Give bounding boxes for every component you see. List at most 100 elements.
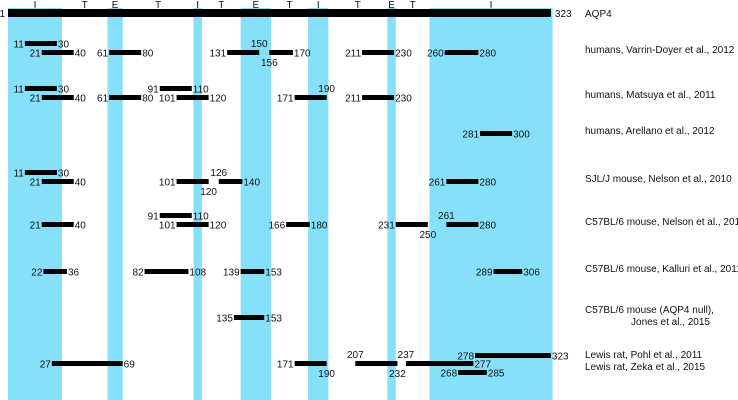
peptide-start-label: 135 [216, 314, 233, 325]
study-label: C57BL/6 mouse, Nelson et al., 2010 [585, 217, 738, 228]
peptide-start-label: 126 [210, 168, 227, 179]
peptide-end-label: 153 [265, 314, 282, 325]
peptide-start-label: 101 [159, 221, 176, 232]
protein-end-label: 323 [555, 9, 572, 20]
study-label: humans, Matsuya et al., 2011 [585, 90, 716, 101]
peptide-bar [294, 361, 327, 366]
topology-letter: I [196, 0, 199, 11]
peptide-start-label: 11 [13, 40, 24, 51]
study-label: SJL/J mouse, Nelson et al., 2010 [585, 174, 732, 185]
peptide-end-label: 140 [243, 178, 260, 189]
peptide-start-label: 11 [13, 85, 24, 96]
topology-band [240, 8, 272, 400]
peptide-start-label: 21 [30, 94, 42, 105]
peptide-bar [24, 41, 57, 46]
peptide-end-label: 40 [75, 49, 87, 60]
peptide-bar [227, 50, 260, 55]
peptide-end-label: 36 [68, 268, 80, 279]
peptide-bar [144, 269, 189, 274]
peptide-end-label: 170 [294, 49, 311, 60]
peptide-end-label: 230 [395, 49, 412, 60]
topology-letter: T [410, 0, 416, 11]
peptide-end-label: 40 [75, 178, 87, 189]
peptide-start-label: 289 [476, 268, 493, 279]
topology-letter: T [82, 0, 88, 11]
study-label: Jones et al., 2015 [631, 317, 710, 328]
study-label: humans, Varrin-Doyer et al., 2012 [585, 45, 735, 56]
peptide-bar [233, 315, 265, 320]
study-label: humans, Arellano et al., 2012 [585, 126, 715, 137]
topology-letter: T [218, 0, 224, 11]
peptide-bar [24, 170, 57, 175]
topology-band [193, 8, 202, 400]
peptide-bar [218, 179, 243, 184]
peptide-bar [24, 86, 57, 91]
peptide-bar [446, 222, 479, 227]
peptide-end-label: 280 [479, 49, 496, 60]
peptide-bar [355, 361, 398, 366]
peptide-start-label: 171 [277, 94, 294, 105]
peptide-bar [362, 95, 395, 100]
peptide-start-label: 261 [438, 211, 455, 222]
peptide-end-label: 280 [479, 178, 496, 189]
study-label: C57BL/6 mouse, Kalluri et al., 2011 [585, 264, 738, 275]
peptide-end-label: 120 [210, 221, 227, 232]
topology-letter: I [490, 0, 493, 11]
peptide-start-label: 101 [159, 178, 176, 189]
topology-letter: E [253, 0, 260, 11]
peptide-start-label: 207 [347, 350, 364, 361]
peptide-start-label: 101 [159, 94, 176, 105]
peptide-bar [176, 179, 209, 184]
peptide-end-label: 285 [488, 369, 505, 380]
peptide-start-label: 231 [378, 221, 395, 232]
topology-letter: E [388, 0, 395, 11]
peptide-bar [41, 179, 74, 184]
topology-band [8, 8, 62, 400]
peptide-bar [475, 353, 551, 358]
peptide-end-label: 190 [318, 369, 335, 380]
topology-band [387, 8, 396, 400]
peptide-end-label: 232 [389, 369, 406, 380]
peptide-start-label: 156 [261, 58, 278, 69]
peptide-bar [480, 131, 513, 136]
peptide-bar [458, 370, 487, 375]
peptide-end-label: 323 [552, 352, 569, 363]
peptide-start-label: 211 [345, 94, 361, 105]
peptide-start-label: 166 [269, 221, 286, 232]
peptide-bar [286, 222, 310, 227]
peptide-end-label: 120 [200, 187, 217, 198]
peptide-bar [362, 50, 395, 55]
study-label: Lewis rat, Zeka et al., 2015 [585, 362, 706, 373]
peptide-start-label: 281 [462, 130, 479, 141]
peptide-end-label: 300 [513, 130, 530, 141]
peptide-end-label: 110 [193, 85, 209, 96]
peptide-end-label: 150 [251, 39, 268, 50]
peptide-start-label: 21 [30, 221, 42, 232]
peptide-end-label: 306 [523, 268, 540, 279]
peptide-end-label: 80 [142, 94, 154, 105]
peptide-start-label: 211 [345, 49, 361, 60]
peptide-bar [41, 95, 74, 100]
peptide-bar [395, 222, 428, 227]
peptide-end-label: 180 [311, 221, 328, 232]
peptide-bar [493, 269, 523, 274]
peptide-bar [41, 222, 74, 227]
peptide-end-label: 153 [265, 268, 282, 279]
peptide-end-label: 280 [479, 221, 496, 232]
peptide-bar [159, 213, 192, 218]
peptide-bar [269, 50, 293, 55]
peptide-bar [109, 50, 142, 55]
peptide-start-label: 260 [427, 49, 444, 60]
peptide-start-label: 27 [40, 360, 52, 371]
peptide-end-label: 110 [193, 212, 209, 223]
peptide-start-label: 261 [429, 178, 446, 189]
peptide-bar [176, 222, 209, 227]
topology-letter: I [34, 0, 37, 11]
peptide-bar [240, 269, 265, 274]
peptide-start-label: 237 [398, 350, 415, 361]
peptide-start-label: 61 [97, 49, 109, 60]
peptide-bar [446, 179, 479, 184]
protein-start-label: 1 [0, 9, 5, 20]
peptide-start-label: 268 [440, 369, 457, 380]
topology-letter: T [355, 0, 361, 11]
